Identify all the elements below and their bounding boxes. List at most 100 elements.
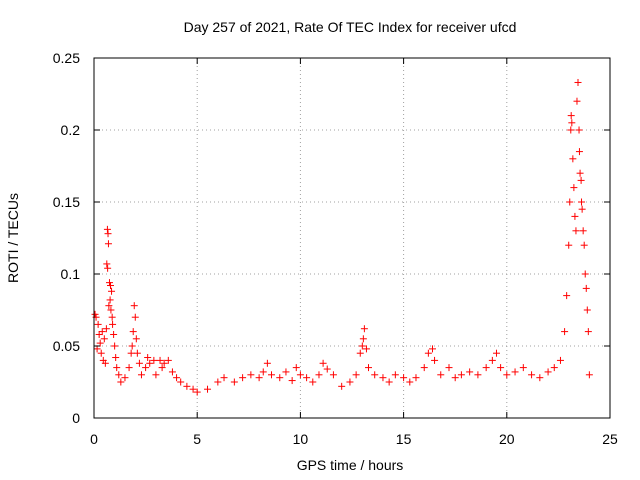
data-point xyxy=(177,378,185,386)
y-tick-label: 0 xyxy=(72,410,80,426)
data-point xyxy=(492,349,500,357)
data-point xyxy=(156,356,164,364)
data-point xyxy=(96,339,104,347)
data-point xyxy=(121,374,129,382)
data-point xyxy=(100,335,108,343)
data-point xyxy=(346,378,354,386)
data-point xyxy=(391,371,399,379)
data-point xyxy=(365,364,373,372)
x-tick-label: 10 xyxy=(293,431,309,447)
data-point xyxy=(112,354,120,362)
data-point xyxy=(503,371,511,379)
data-point xyxy=(338,382,346,390)
x-axis-label: GPS time / hours xyxy=(297,457,404,473)
data-point xyxy=(576,169,584,177)
data-point xyxy=(98,328,106,336)
data-point xyxy=(580,241,588,249)
data-point xyxy=(104,240,112,248)
data-point xyxy=(144,354,152,362)
data-point xyxy=(362,345,370,353)
data-point xyxy=(93,345,101,353)
data-point xyxy=(142,364,150,372)
grid-lines xyxy=(94,58,610,418)
data-point xyxy=(183,382,191,390)
data-point xyxy=(572,227,580,235)
data-point xyxy=(107,282,115,290)
data-point xyxy=(127,349,135,357)
y-tick-label: 0.05 xyxy=(53,338,80,354)
data-point xyxy=(544,368,552,376)
data-point xyxy=(101,359,109,367)
data-point xyxy=(189,385,197,393)
plot-frame xyxy=(93,57,611,419)
data-point xyxy=(259,368,267,376)
data-point xyxy=(451,374,459,382)
data-points xyxy=(91,78,593,396)
data-point xyxy=(488,356,496,364)
data-point xyxy=(247,371,255,379)
data-point xyxy=(128,342,136,350)
data-point xyxy=(131,313,139,321)
data-point xyxy=(329,371,337,379)
data-point xyxy=(578,205,586,213)
data-point xyxy=(561,328,569,336)
data-point xyxy=(204,385,212,393)
data-point xyxy=(108,287,116,295)
data-point xyxy=(556,356,564,364)
data-point xyxy=(105,279,113,287)
data-point xyxy=(528,371,536,379)
data-point xyxy=(173,374,181,382)
data-point xyxy=(158,364,166,372)
data-point xyxy=(575,148,583,156)
data-point xyxy=(550,364,558,372)
data-point xyxy=(406,378,414,386)
data-point xyxy=(95,330,103,338)
data-point xyxy=(104,264,112,272)
data-point xyxy=(135,359,143,367)
data-point xyxy=(220,374,228,382)
data-point xyxy=(103,260,111,268)
data-point xyxy=(110,330,118,338)
data-point xyxy=(296,371,304,379)
x-tick-label: 20 xyxy=(499,431,515,447)
data-point xyxy=(428,345,436,353)
data-point xyxy=(568,119,576,127)
data-point xyxy=(571,212,579,220)
data-point xyxy=(132,335,140,343)
y-tick-label: 0.25 xyxy=(53,50,80,66)
data-point xyxy=(412,374,420,382)
data-point xyxy=(117,378,125,386)
data-point xyxy=(150,356,158,364)
data-point xyxy=(431,356,439,364)
data-point xyxy=(437,371,445,379)
data-point xyxy=(424,349,432,357)
data-point xyxy=(584,328,592,336)
data-point xyxy=(103,225,111,233)
data-point xyxy=(574,78,582,86)
axis-ticks xyxy=(93,57,611,419)
data-point xyxy=(109,320,117,328)
data-point xyxy=(230,378,238,386)
data-point xyxy=(359,335,367,343)
data-point xyxy=(292,364,300,372)
data-point xyxy=(519,364,527,372)
tick-labels: 0 5 10 15 20 25 0 0.05 0.1 0.15 0.2 0.25 xyxy=(53,50,618,447)
data-point xyxy=(323,365,331,373)
data-point xyxy=(573,97,581,105)
data-point xyxy=(358,342,366,350)
data-point xyxy=(130,302,138,310)
data-point xyxy=(482,364,490,372)
data-point xyxy=(102,325,110,333)
data-point xyxy=(107,306,115,314)
data-point xyxy=(146,359,154,367)
data-point xyxy=(445,364,453,372)
data-point xyxy=(371,371,379,379)
data-point xyxy=(315,371,323,379)
data-point xyxy=(567,112,575,120)
data-point xyxy=(113,364,121,372)
data-point xyxy=(356,349,364,357)
data-point xyxy=(352,371,360,379)
data-point xyxy=(575,126,583,134)
data-point xyxy=(457,371,465,379)
